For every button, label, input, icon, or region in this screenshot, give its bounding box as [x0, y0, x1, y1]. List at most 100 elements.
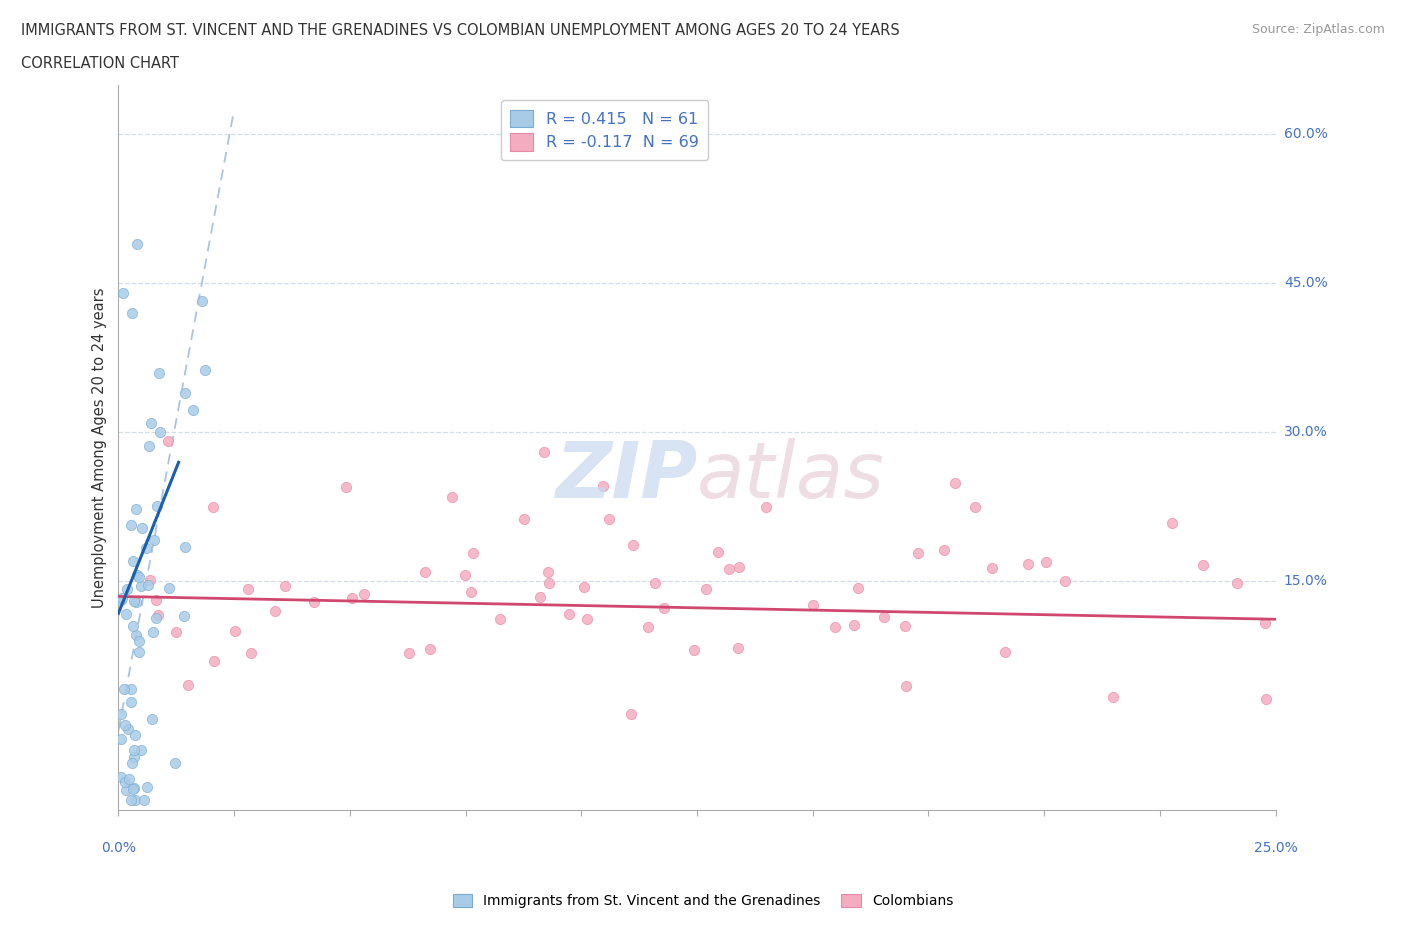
Point — [145, 610, 167, 625]
Point — [1101, 689, 1123, 704]
Point — [117, 722, 139, 737]
Text: atlas: atlas — [697, 438, 884, 514]
Point — [824, 619, 846, 634]
Point — [145, 592, 167, 607]
Point — [304, 595, 326, 610]
Point — [121, 306, 143, 321]
Point — [637, 619, 659, 634]
Point — [120, 694, 142, 709]
Point — [460, 585, 482, 600]
Point — [121, 755, 143, 770]
Point — [894, 678, 917, 693]
Point — [135, 779, 157, 794]
Point — [139, 573, 162, 588]
Point — [157, 581, 180, 596]
Point — [538, 576, 561, 591]
Point — [174, 539, 197, 554]
Point — [419, 642, 441, 657]
Point — [1017, 556, 1039, 571]
Text: 60.0%: 60.0% — [1284, 127, 1327, 141]
Point — [1035, 554, 1057, 569]
Point — [110, 769, 132, 784]
Point — [128, 644, 150, 659]
Point — [238, 581, 260, 596]
Text: 45.0%: 45.0% — [1284, 276, 1327, 290]
Point — [263, 604, 285, 618]
Point — [413, 565, 436, 579]
Point — [340, 591, 363, 605]
Point — [993, 644, 1015, 659]
Point — [907, 545, 929, 560]
Point — [121, 781, 143, 796]
Point — [461, 546, 484, 561]
Point — [173, 608, 195, 623]
Point — [120, 518, 142, 533]
Point — [224, 623, 246, 638]
Point — [644, 576, 666, 591]
Point — [846, 580, 869, 595]
Text: CORRELATION CHART: CORRELATION CHART — [21, 56, 179, 71]
Point — [489, 612, 512, 627]
Point — [141, 711, 163, 726]
Point — [120, 792, 142, 807]
Point — [125, 236, 148, 251]
Point — [125, 594, 148, 609]
Point — [177, 677, 200, 692]
Point — [132, 792, 155, 807]
Point — [122, 750, 145, 764]
Point — [110, 592, 132, 607]
Point — [683, 643, 706, 658]
Text: 25.0%: 25.0% — [1254, 841, 1298, 855]
Point — [122, 553, 145, 568]
Point — [873, 610, 896, 625]
Point — [981, 561, 1004, 576]
Point — [1192, 558, 1215, 573]
Point — [201, 499, 224, 514]
Point — [717, 562, 740, 577]
Point — [398, 646, 420, 661]
Point — [124, 502, 146, 517]
Point — [139, 415, 162, 430]
Point — [148, 607, 170, 622]
Point — [157, 433, 180, 448]
Point — [142, 532, 165, 547]
Point — [111, 591, 134, 605]
Point — [801, 598, 824, 613]
Point — [454, 567, 477, 582]
Point — [239, 645, 262, 660]
Text: 0.0%: 0.0% — [101, 841, 136, 855]
Point — [943, 475, 966, 490]
Text: 30.0%: 30.0% — [1284, 425, 1327, 440]
Point — [536, 565, 558, 579]
Point — [120, 682, 142, 697]
Point — [1053, 574, 1076, 589]
Point — [114, 607, 136, 622]
Point — [122, 593, 145, 608]
Point — [572, 580, 595, 595]
Point — [842, 618, 865, 632]
Point — [129, 578, 152, 593]
Point — [707, 544, 730, 559]
Point — [112, 681, 135, 696]
Point — [114, 718, 136, 733]
Point — [335, 480, 357, 495]
Point — [128, 634, 150, 649]
Y-axis label: Unemployment Among Ages 20 to 24 years: Unemployment Among Ages 20 to 24 years — [93, 287, 107, 607]
Point — [755, 499, 778, 514]
Point — [513, 512, 536, 526]
Legend: Immigrants from St. Vincent and the Grenadines, Colombians: Immigrants from St. Vincent and the Gren… — [447, 888, 959, 914]
Point — [148, 365, 170, 380]
Point — [142, 625, 165, 640]
Point — [194, 363, 217, 378]
Point — [110, 731, 132, 746]
Point — [136, 578, 159, 592]
Point — [598, 512, 620, 526]
Point — [165, 755, 187, 770]
Point — [181, 402, 204, 417]
Point — [621, 538, 644, 552]
Text: 15.0%: 15.0% — [1284, 575, 1327, 589]
Point — [149, 425, 172, 440]
Point — [117, 581, 139, 596]
Point — [115, 782, 138, 797]
Point — [894, 618, 917, 633]
